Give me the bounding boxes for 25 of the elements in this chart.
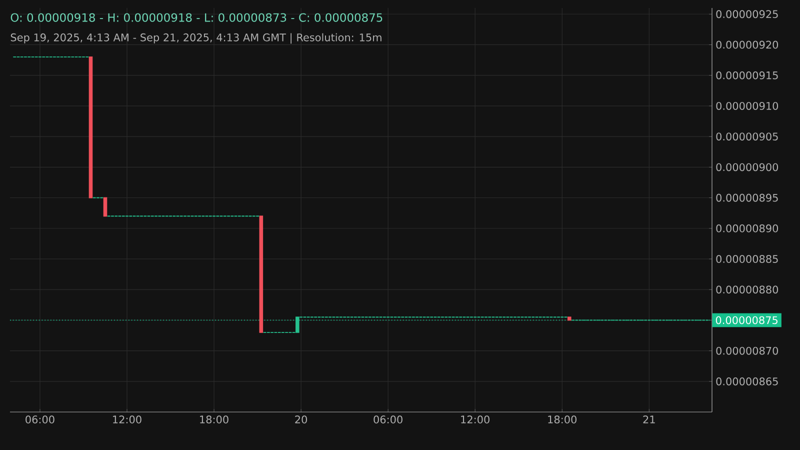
y-tick-label: 0.00000905 [716,132,778,140]
ref-line-label: 0.00000875 [716,316,778,324]
y-tick-label: 0.00000895 [716,194,778,202]
y-tick-label: 0.00000890 [716,224,778,232]
y-tick-label: 0.00000915 [716,71,778,80]
x-tick-label: 18:00 [548,416,576,424]
y-tick-label: 0.00000870 [716,346,778,355]
x-tick-label: 20 [295,416,308,424]
x-tick-label: 12:00 [461,416,490,424]
chart-title: O: 0.00000918 - H: 0.00000918 - L: 0.00000873 - C: 0.00000875 [10,13,382,22]
annotation: Sep 19, 2025, 4:13 AM - Sep 21, 2025, 4:13 AM GMT | Resolution: 15m [10,33,382,44]
x-tick-label: 21 [643,416,655,424]
x-tick-label: 06:00 [26,416,54,424]
y-tick-label: 0.00000865 [716,377,778,386]
x-tick-label: 12:00 [113,416,142,424]
y-tick-label: 0.00000920 [716,40,778,49]
y-tick-label: 0.00000910 [716,102,778,110]
y-tick-label: 0.00000880 [716,286,778,294]
y-tick-label: 0.00000925 [716,10,778,18]
candlestick [296,316,300,333]
candlestick [567,316,572,321]
y-tick-label: 0.00000900 [716,163,778,172]
x-tick-label: 18:00 [200,416,228,424]
x-tick-label: 06:00 [374,416,402,424]
y-tick-label: 0.00000885 [716,255,778,263]
